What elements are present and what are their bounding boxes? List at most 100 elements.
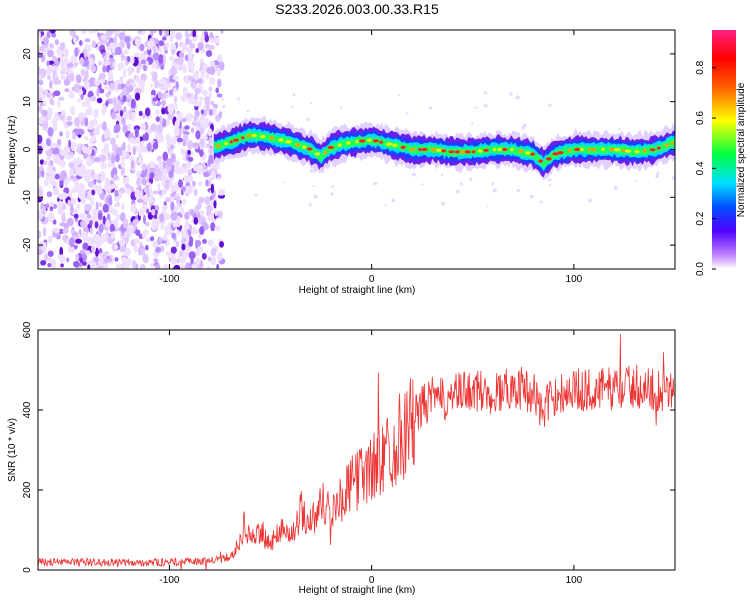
faint-speckle — [455, 189, 460, 194]
noise-speckle — [79, 57, 84, 65]
noise-speckle — [60, 149, 68, 157]
faint-speckle — [254, 193, 258, 197]
noise-speckle — [197, 246, 204, 252]
faint-speckle — [331, 185, 335, 188]
noise-speckle — [165, 133, 172, 143]
noise-speckle — [47, 263, 52, 268]
noise-speckle — [108, 58, 115, 63]
noise-speckle — [155, 109, 160, 116]
faint-speckle — [529, 194, 534, 199]
noise-speckle — [181, 236, 186, 247]
noise-speckle — [54, 173, 60, 180]
noise-speckle — [199, 196, 205, 204]
noise-speckle — [157, 91, 162, 99]
noise-speckle — [74, 180, 80, 189]
noise-speckle — [175, 63, 181, 70]
noise-speckle — [63, 235, 67, 243]
noise-speckle — [104, 85, 109, 91]
noise-speckle — [40, 45, 45, 52]
noise-speckle — [105, 100, 109, 107]
noise-speckle — [73, 83, 80, 93]
spectrogram-y-tick-label: 10 — [22, 96, 33, 108]
signal-peak — [346, 141, 351, 145]
noise-speckle — [109, 223, 116, 233]
faint-speckle — [474, 106, 477, 109]
noise-speckle — [63, 47, 67, 54]
noise-speckle — [207, 128, 213, 137]
colorbar-ticks: 0.0 0.2 0.4 0.6 0.8 — [695, 60, 716, 276]
noise-speckle — [202, 161, 206, 170]
faint-speckle — [656, 171, 660, 175]
noise-speckle — [54, 39, 59, 46]
faint-speckle — [440, 173, 444, 177]
noise-speckle — [181, 229, 188, 239]
noise-speckle — [81, 221, 87, 229]
noise-speckle — [148, 161, 156, 169]
noise-speckle — [145, 222, 150, 227]
noise-speckle — [210, 100, 215, 106]
noise-speckle — [162, 168, 168, 178]
faint-speckle — [428, 106, 432, 110]
noise-speckle — [145, 208, 150, 214]
noise-speckle — [89, 227, 93, 235]
noise-speckle — [47, 250, 54, 257]
noise-speckle — [63, 78, 71, 86]
noise-speckle — [84, 117, 89, 127]
noise-speckle — [121, 256, 128, 266]
noise-speckle — [185, 46, 190, 52]
noise-speckle — [100, 154, 107, 163]
noise-speckle — [68, 139, 72, 148]
noise-speckle — [55, 114, 60, 122]
noise-speckle — [113, 196, 121, 202]
noise-speckle — [70, 106, 76, 116]
noise-speckle — [61, 192, 67, 199]
noise-speckle — [218, 111, 223, 119]
noise-speckle — [181, 117, 187, 123]
noise-speckle — [39, 68, 47, 78]
signal-peak — [295, 143, 301, 147]
colorbar-gradient — [712, 30, 736, 269]
noise-speckle — [83, 49, 87, 59]
faint-speckle — [246, 109, 249, 113]
signal-peak — [251, 134, 257, 138]
noise-speckle — [149, 172, 155, 179]
noise-speckle — [93, 262, 97, 269]
noise-speckle — [38, 44, 41, 52]
noise-speckle — [113, 104, 118, 113]
noise-speckle — [193, 114, 198, 122]
noise-speckle — [112, 97, 118, 106]
spectrogram-plot-area — [38, 30, 675, 269]
noise-speckle — [196, 164, 204, 175]
noise-speckle — [152, 97, 158, 102]
faint-speckle — [516, 188, 520, 193]
noise-speckle — [45, 149, 53, 157]
noise-speckle — [62, 227, 69, 234]
noise-speckle — [130, 99, 136, 109]
noise-speckle — [115, 46, 122, 56]
signal-peak — [642, 149, 647, 153]
noise-speckle — [181, 186, 186, 192]
signal-peak — [483, 148, 489, 152]
noise-speckle — [162, 235, 168, 241]
noise-speckle — [167, 147, 171, 153]
noise-speckle — [81, 101, 87, 107]
faint-speckle — [509, 92, 513, 96]
noise-speckle — [82, 231, 89, 242]
signal-peak — [478, 149, 483, 153]
noise-speckle — [166, 118, 170, 127]
noise-speckle — [137, 30, 143, 35]
noise-speckle — [208, 177, 213, 182]
noise-speckle — [117, 101, 122, 112]
noise-speckle — [91, 216, 97, 222]
noise-speckle — [211, 170, 216, 181]
faint-speckle — [548, 103, 552, 108]
faint-speckle — [308, 203, 312, 207]
faint-speckle — [483, 103, 488, 108]
noise-speckle — [208, 109, 213, 116]
noise-speckle — [86, 194, 92, 200]
noise-speckle — [126, 41, 131, 50]
noise-speckle — [122, 49, 129, 55]
faint-speckle — [634, 179, 637, 182]
noise-speckle — [159, 30, 163, 36]
noise-speckle — [203, 171, 209, 178]
